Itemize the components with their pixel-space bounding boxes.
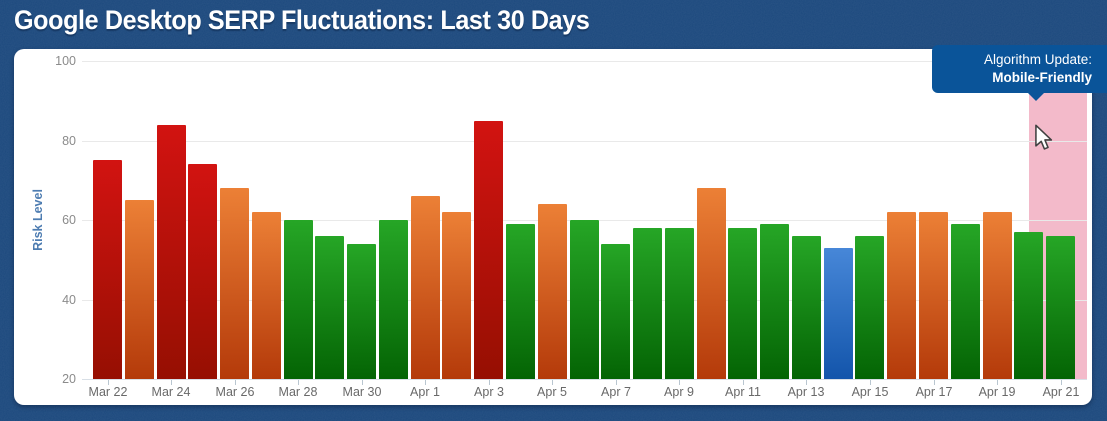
- bar-apr-7[interactable]: [601, 243, 631, 379]
- bar-apr-14[interactable]: [823, 247, 853, 379]
- x-tick-label: Apr 15: [851, 385, 889, 399]
- x-tick-label: Apr 7: [601, 385, 631, 399]
- x-tick-label: Mar 30: [342, 385, 382, 399]
- algorithm-update-tooltip: Algorithm Update: Mobile-Friendly: [932, 45, 1107, 93]
- x-tick-label: Mar 22: [88, 385, 128, 399]
- x-tick-label: Apr 9: [664, 385, 694, 399]
- bar-apr-8[interactable]: [633, 227, 663, 379]
- x-tick-label: Mar 28: [278, 385, 318, 399]
- bar-apr-2[interactable]: [442, 212, 472, 379]
- x-tick-label: Apr 17: [915, 385, 953, 399]
- y-tick-label: 80: [62, 134, 76, 148]
- grid-line: [82, 141, 1087, 142]
- bar-apr-11[interactable]: [728, 227, 758, 379]
- bar-apr-21[interactable]: [1046, 235, 1076, 379]
- y-tick-label: 40: [62, 293, 76, 307]
- y-tick-label: 60: [62, 213, 76, 227]
- bar-apr-1[interactable]: [410, 196, 440, 379]
- bar-apr-13[interactable]: [791, 235, 821, 379]
- bar-apr-4[interactable]: [506, 223, 535, 379]
- tooltip-line-2: Mobile-Friendly: [992, 70, 1092, 85]
- bar-apr-12[interactable]: [760, 223, 790, 379]
- bar-apr-3[interactable]: [474, 120, 504, 379]
- tooltip-pointer-icon: [1027, 92, 1045, 101]
- bar-mar-26[interactable]: [220, 188, 250, 379]
- bar-apr-15[interactable]: [855, 235, 885, 379]
- y-tick-label: 100: [55, 54, 76, 68]
- tooltip-line-1: Algorithm Update:: [983, 52, 1092, 67]
- bar-mar-24[interactable]: [156, 124, 186, 379]
- bar-apr-5[interactable]: [537, 204, 567, 379]
- x-axis-line: [82, 379, 1087, 380]
- bar-apr-20[interactable]: [1014, 231, 1044, 379]
- bar-apr-17[interactable]: [919, 212, 949, 379]
- bar-apr-6[interactable]: [569, 220, 599, 379]
- bar-apr-19[interactable]: [982, 212, 1012, 379]
- x-tick-label: Apr 13: [787, 385, 825, 399]
- bar-apr-18[interactable]: [950, 223, 980, 379]
- x-tick-label: Apr 3: [474, 385, 504, 399]
- x-tick-label: Mar 24: [151, 385, 191, 399]
- bar-mar-25[interactable]: [188, 164, 218, 379]
- y-tick-label: 20: [62, 372, 76, 386]
- bar-apr-10[interactable]: [696, 188, 726, 379]
- bar-mar-28[interactable]: [283, 220, 313, 379]
- bar-apr-9[interactable]: [664, 227, 694, 379]
- x-tick-label: Mar 26: [215, 385, 255, 399]
- bar-mar-22[interactable]: [93, 160, 122, 379]
- bar-apr-16[interactable]: [887, 212, 917, 379]
- bar-mar-27[interactable]: [251, 212, 281, 379]
- bar-mar-31[interactable]: [378, 220, 408, 379]
- x-tick-label: Apr 21: [1042, 385, 1080, 399]
- x-tick-label: Apr 5: [537, 385, 567, 399]
- mouse-cursor-icon: [1035, 124, 1053, 150]
- x-tick-label: Apr 1: [410, 385, 440, 399]
- bar-mar-29[interactable]: [315, 235, 345, 379]
- bar-mar-30[interactable]: [347, 243, 377, 379]
- y-axis-title: Risk Level: [31, 189, 45, 251]
- x-tick-label: Apr 11: [725, 385, 761, 399]
- bar-mar-23[interactable]: [124, 200, 154, 379]
- x-tick-label: Apr 19: [978, 385, 1016, 399]
